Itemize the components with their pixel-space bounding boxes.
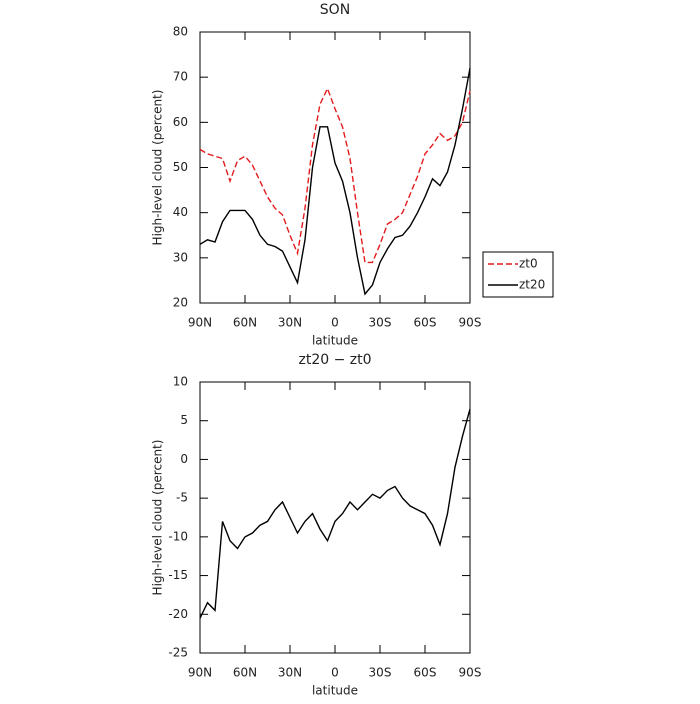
- x-tick-label: 60N: [233, 316, 257, 330]
- x-tick-label: 30N: [278, 316, 302, 330]
- chart-title: zt20 − zt0: [298, 352, 371, 368]
- y-tick-label: -25: [168, 646, 188, 660]
- y-tick-label: 5: [180, 413, 188, 427]
- x-tick-label: 30S: [369, 666, 392, 680]
- y-axis-label: High-level cloud (percent): [151, 90, 165, 246]
- x-tick-label: 0: [331, 666, 339, 680]
- data-line: [199, 408, 471, 619]
- y-tick-label: -15: [168, 568, 188, 582]
- plot-frame: [199, 31, 471, 304]
- data-line: [199, 86, 471, 264]
- y-tick-label: 20: [173, 296, 188, 310]
- legend-label: zt0: [519, 257, 538, 271]
- x-tick-label: 60S: [414, 666, 437, 680]
- y-tick-label: -10: [168, 529, 188, 543]
- y-tick-label: 0: [180, 452, 188, 466]
- y-tick-label: 30: [173, 250, 188, 264]
- y-tick-label: 10: [173, 375, 188, 389]
- y-tick-label: 50: [173, 160, 188, 174]
- x-tick-label: 30N: [278, 666, 302, 680]
- y-tick-label: -5: [176, 491, 188, 505]
- x-axis-label: latitude: [312, 684, 358, 698]
- y-tick-label: 70: [173, 70, 188, 84]
- legend-frame: [482, 251, 554, 298]
- y-tick-label: 80: [173, 25, 188, 39]
- x-tick-label: 90S: [459, 666, 482, 680]
- y-tick-label: 60: [173, 115, 188, 129]
- x-tick-label: 60S: [414, 316, 437, 330]
- data-line: [199, 67, 471, 296]
- y-axis-label: High-level cloud (percent): [151, 440, 165, 596]
- chart-title: SON: [320, 2, 350, 18]
- x-tick-label: 90S: [459, 316, 482, 330]
- x-tick-label: 30S: [369, 316, 392, 330]
- x-tick-label: 90N: [188, 316, 212, 330]
- plot-frame: [199, 381, 471, 654]
- y-tick-label: 40: [173, 205, 188, 219]
- x-tick-label: 0: [331, 316, 339, 330]
- legend-label: zt20: [519, 278, 545, 292]
- x-tick-label: 60N: [233, 666, 257, 680]
- x-tick-label: 90N: [188, 666, 212, 680]
- x-axis-label: latitude: [312, 334, 358, 348]
- y-tick-label: -20: [168, 607, 188, 621]
